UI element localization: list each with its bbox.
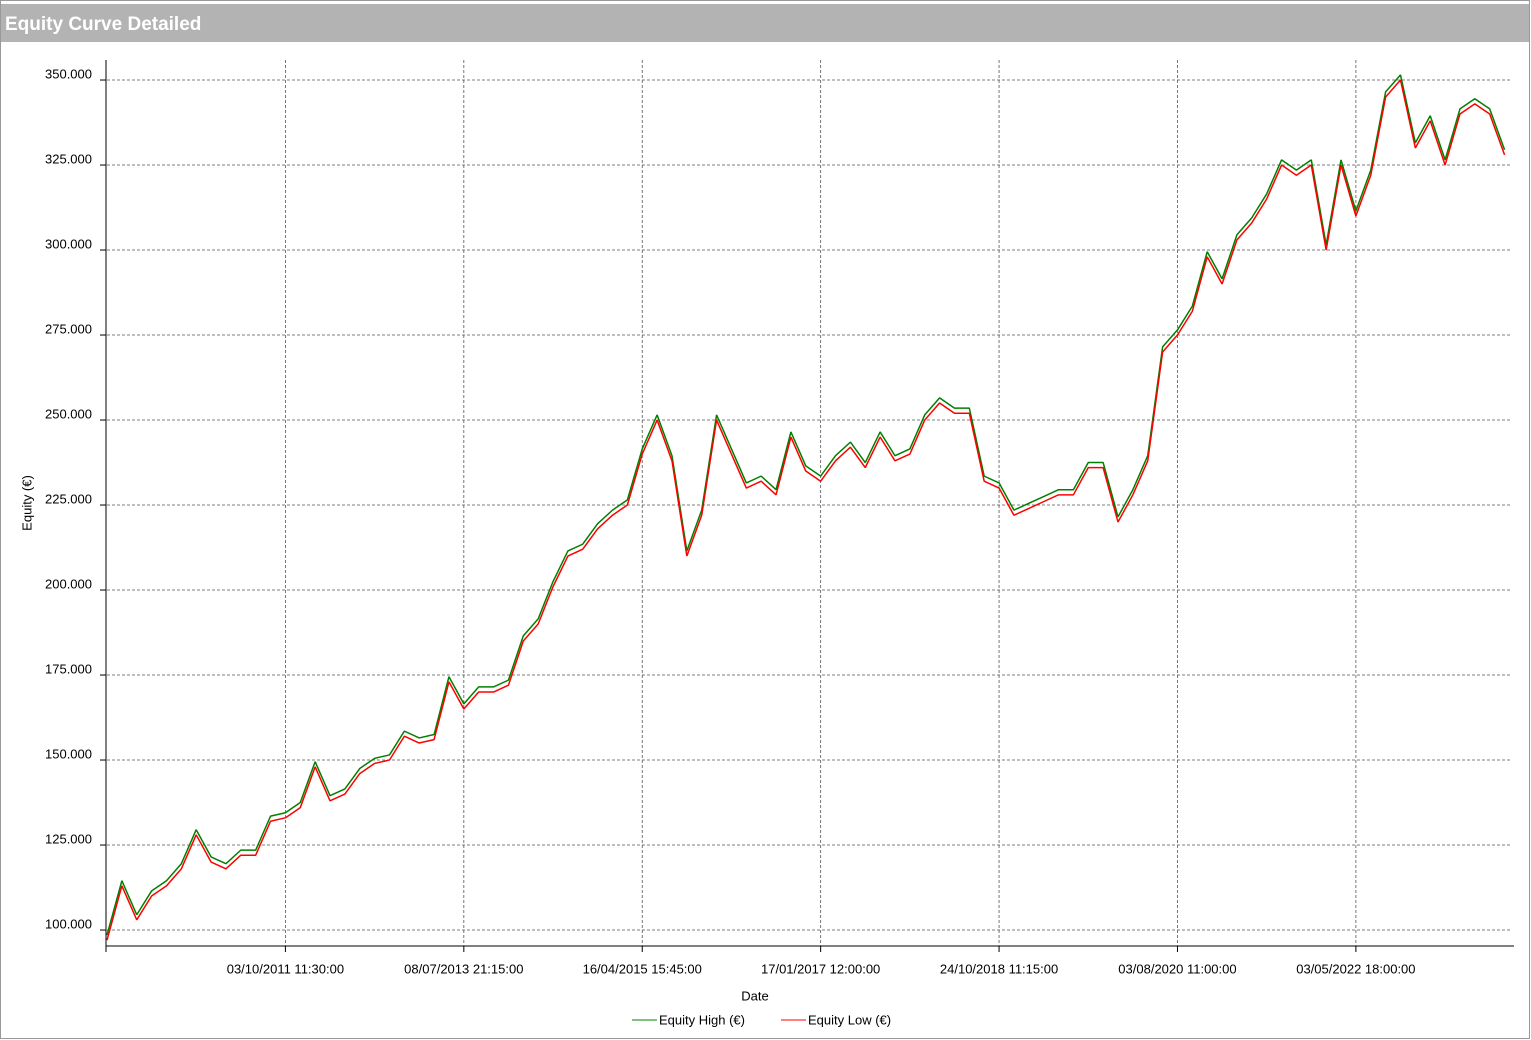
y-tick-label: 125.000: [45, 831, 92, 846]
y-axis-label: Equity (€): [19, 475, 34, 531]
y-tick-label: 325.000: [45, 151, 92, 166]
y-tick-label: 100.000: [45, 916, 92, 931]
series-line: [106, 79, 1506, 941]
title-bar: [1, 4, 1529, 42]
y-tick-label: 350.000: [45, 66, 92, 81]
y-tick-label: 150.000: [45, 746, 92, 761]
series-line: [106, 74, 1506, 936]
x-tick-label: 16/04/2015 15:45:00: [583, 961, 702, 976]
chart-title: Equity Curve Detailed: [5, 14, 201, 35]
y-tick-label: 175.000: [45, 661, 92, 676]
y-tick-label: 200.000: [45, 576, 92, 591]
y-tick-label: 225.000: [45, 491, 92, 506]
x-tick-label: 03/10/2011 11:30:00: [227, 961, 344, 976]
x-tick-label: 03/08/2020 11:00:00: [1118, 961, 1236, 976]
y-tick-label: 275.000: [45, 321, 92, 336]
y-tick-label: 300.000: [45, 236, 92, 251]
x-tick-label: 24/10/2018 11:15:00: [940, 961, 1058, 976]
legend-label: Equity Low (€): [808, 1012, 891, 1027]
x-tick-label: 17/01/2017 12:00:00: [761, 961, 880, 976]
y-tick-label: 250.000: [45, 406, 92, 421]
x-axis-label: Date: [741, 988, 768, 1003]
x-tick-label: 03/05/2022 18:00:00: [1296, 961, 1415, 976]
legend-label: Equity High (€): [659, 1012, 745, 1027]
x-tick-label: 08/07/2013 21:15:00: [404, 961, 523, 976]
